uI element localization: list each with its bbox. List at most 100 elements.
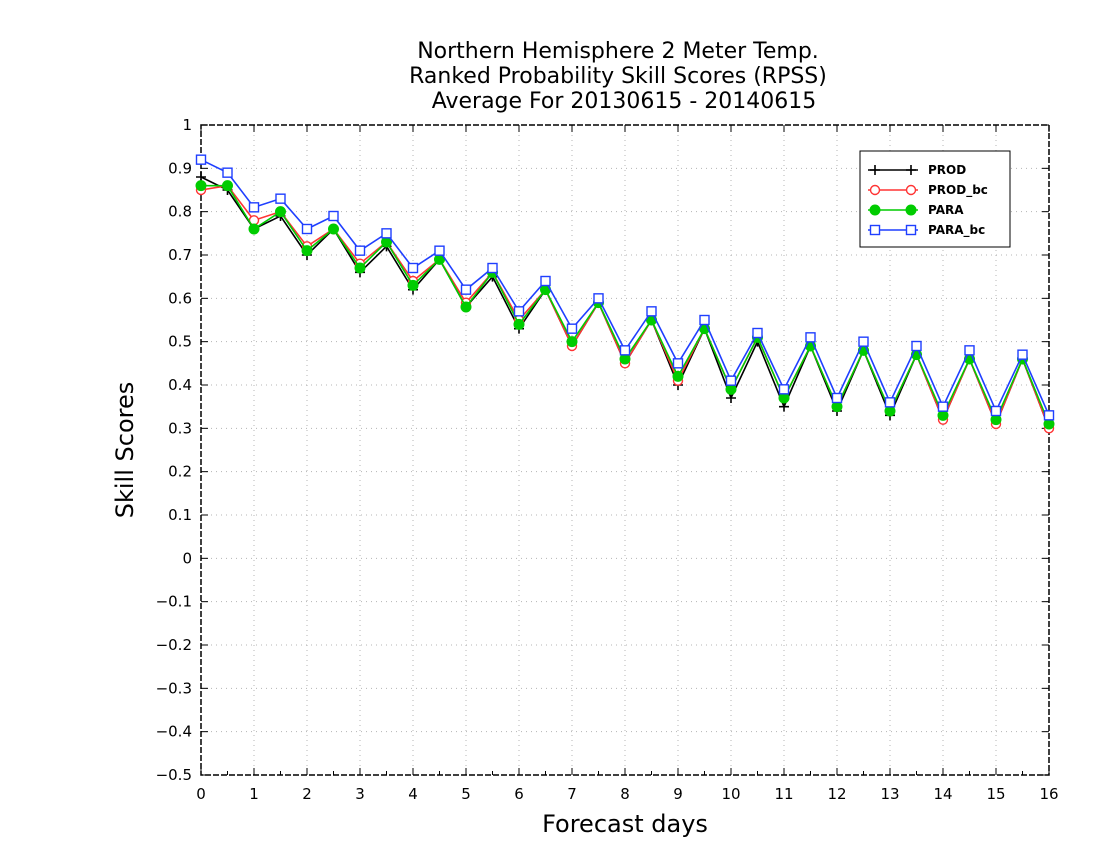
x-tick-label: 13: [880, 785, 899, 803]
data-point-para: [222, 180, 233, 192]
data-point-para-bc: [964, 345, 975, 356]
y-tick-label: 0.4: [168, 376, 192, 394]
x-tick-label: 11: [774, 785, 793, 803]
x-tick-label: 6: [514, 785, 524, 803]
x-tick-label: 4: [408, 785, 418, 803]
series: [195, 154, 1055, 434]
x-tick-label: 1: [249, 785, 259, 803]
data-point-para-bc: [884, 397, 896, 408]
y-tick-label: 0.8: [168, 203, 192, 221]
ticks: 0 1 2 3 4 5 6 7 8 9 10 11 12 13 14 15 16−0.5−0.4−0.3−0.2…: [156, 116, 1059, 803]
y-tick-label: 1: [182, 116, 192, 134]
data-point-para: [195, 180, 207, 192]
legend-item-para: PARA: [868, 203, 964, 217]
data-point-para-bc: [275, 193, 286, 204]
y-tick-label: −0.4: [156, 723, 192, 741]
data-point-para-bc: [593, 293, 604, 304]
x-tick-label: 10: [721, 785, 740, 803]
x-tick-label: 2: [302, 785, 312, 803]
data-point-para: [248, 223, 260, 235]
data-point-para-bc: [513, 306, 525, 317]
data-point-para-bc: [195, 154, 207, 165]
legend-item-prod: PROD: [868, 163, 966, 177]
title-line-1: Northern Hemisphere 2 Meter Temp.: [417, 39, 819, 64]
y-tick-label: 0.7: [168, 246, 192, 264]
data-point-para: [301, 245, 313, 257]
y-tick-label: −0.1: [156, 593, 192, 611]
legend-marker-para-bc: [905, 224, 917, 236]
data-point-para-bc: [460, 284, 472, 295]
data-point-para-bc: [540, 275, 551, 287]
data-point-para-bc: [646, 306, 657, 317]
data-point-para-bc: [1043, 410, 1055, 421]
y-tick-label: 0.2: [168, 463, 192, 481]
data-point-para: [672, 370, 684, 382]
x-tick-label: 14: [933, 785, 952, 803]
data-point-para-bc: [831, 392, 843, 404]
legend-marker-prod: [906, 165, 916, 175]
data-point-para-bc: [222, 167, 233, 178]
legend-label-prod-bc: PROD_bc: [928, 183, 988, 198]
data-point-para: [328, 223, 339, 235]
x-tick-label: 12: [827, 785, 846, 803]
x-tick-label: 0: [196, 785, 206, 803]
y-tick-label: 0.1: [168, 506, 192, 524]
legend-label-para-bc: PARA_bc: [928, 223, 985, 238]
y-tick-label: 0: [182, 549, 192, 567]
legend-item-prod-bc: PROD_bc: [868, 183, 988, 198]
y-tick-label: −0.2: [156, 636, 192, 654]
data-point-para-bc: [858, 336, 869, 347]
legend-item-para-bc: PARA_bc: [868, 223, 985, 238]
grid: [201, 125, 1049, 775]
data-point-para-bc: [805, 332, 816, 343]
legend-marker-para-bc: [869, 224, 881, 236]
x-tick-label: 7: [567, 785, 577, 803]
legend-label-para: PARA: [928, 203, 964, 217]
legend-marker-prod-bc: [905, 184, 917, 196]
data-point-para: [275, 206, 286, 218]
series-para-bc: [195, 154, 1055, 421]
title-line-3: Average For 20130615 - 20140615: [432, 89, 817, 114]
data-point-para: [354, 262, 366, 274]
data-point-para-bc: [248, 202, 260, 213]
data-point-para-bc: [937, 401, 949, 412]
legend-marker-prod: [870, 165, 880, 175]
data-point-para: [566, 336, 578, 348]
legend-marker-para: [869, 204, 881, 216]
legend-marker-prod-bc: [869, 184, 881, 196]
data-point-para-bc: [354, 245, 366, 256]
data-point-para: [407, 279, 419, 291]
title-line-2: Ranked Probability Skill Scores (RPSS): [409, 64, 827, 89]
y-tick-label: −0.3: [156, 679, 192, 697]
data-point-para-bc: [328, 210, 339, 222]
data-point-para-bc: [407, 262, 419, 274]
data-point-para-bc: [725, 375, 737, 386]
data-point-para-bc: [619, 345, 631, 356]
data-point-para: [513, 318, 525, 330]
y-tick-label: 0.6: [168, 289, 192, 307]
y-tick-label: 0.3: [168, 419, 192, 437]
data-point-para: [460, 301, 472, 313]
x-tick-label: 5: [461, 785, 471, 803]
data-point-para-bc: [487, 262, 498, 274]
legend: PROD PROD_bc PARA PARA_bc: [859, 150, 1011, 248]
data-point-para-bc: [990, 405, 1002, 417]
legend-box: [859, 150, 1011, 248]
data-point-para-bc: [381, 228, 392, 239]
legend-label-prod: PROD: [928, 163, 966, 177]
data-point-para-bc: [1017, 349, 1028, 360]
x-tick-label: 9: [673, 785, 683, 803]
data-point-para-bc: [434, 245, 445, 256]
legend-marker-para: [905, 204, 917, 216]
x-tick-label: 3: [355, 785, 365, 803]
y-tick-label: −0.5: [156, 766, 192, 784]
x-axis-title: Forecast days: [542, 810, 708, 838]
data-point-para-bc: [672, 358, 684, 369]
data-point-para-bc: [699, 314, 710, 326]
data-point-para-bc: [911, 340, 922, 352]
x-tick-label: 8: [620, 785, 630, 803]
data-point-para-bc: [752, 327, 763, 339]
y-tick-label: 0.9: [168, 159, 192, 177]
x-tick-label: 16: [1039, 785, 1058, 803]
